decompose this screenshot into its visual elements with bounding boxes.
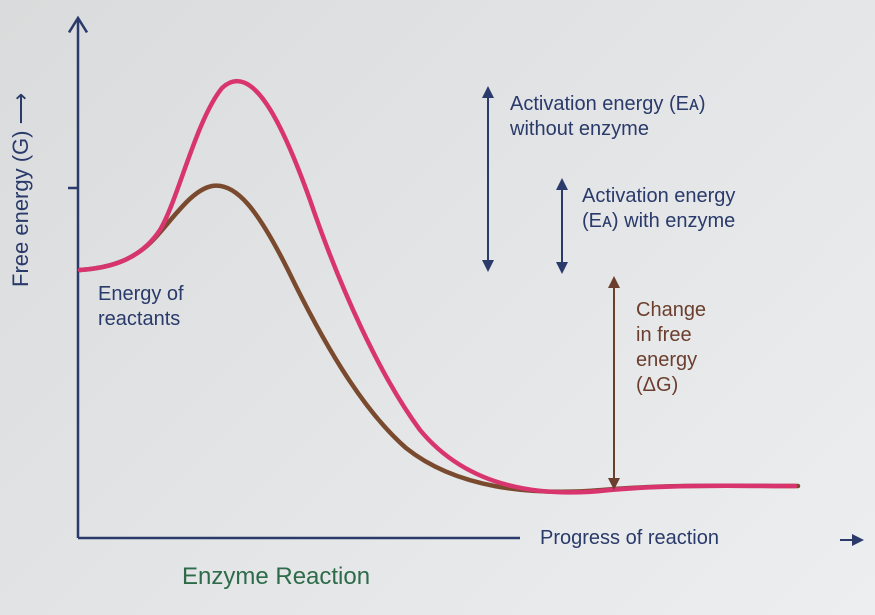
label-ea-with-enzyme: Activation energy (Eᴀ) with enzyme xyxy=(582,184,735,234)
label-delta-g: Change in free energy (ΔG) xyxy=(636,298,706,398)
axes xyxy=(68,18,858,540)
curve-without-enzyme xyxy=(80,81,795,492)
chart-title: Enzyme Reaction xyxy=(182,562,370,592)
y-axis-label: Free energy (G) ⟶ xyxy=(8,93,34,287)
x-axis-label: Progress of reaction xyxy=(540,526,719,551)
label-energy-of-reactants: Energy of reactants xyxy=(98,282,184,332)
y-axis-label-text: Free energy (G) xyxy=(8,131,33,288)
y-axis-arrow-glyph: ⟶ xyxy=(8,93,33,125)
label-ea-without-enzyme: Activation energy (Eᴀ) without enzyme xyxy=(510,92,706,142)
